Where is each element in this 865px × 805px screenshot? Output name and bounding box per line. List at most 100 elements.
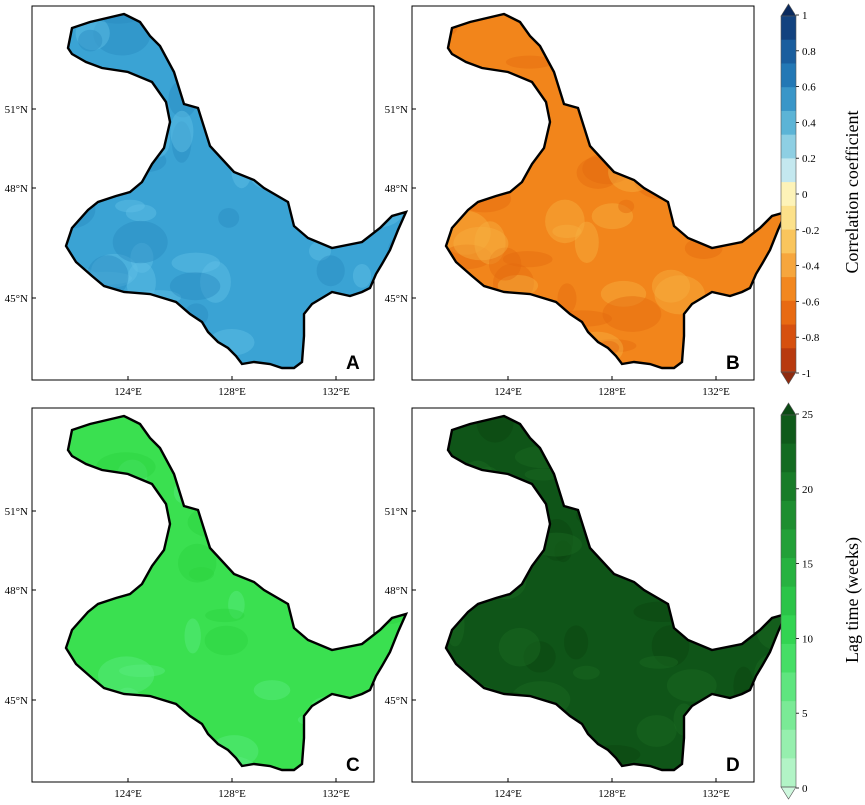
field-patch xyxy=(188,567,214,581)
colorbar-segment xyxy=(781,158,796,183)
map-panel-d: 51°N 48°N 45°N 124°E 128°E 132°E D xyxy=(385,407,788,800)
field-patch xyxy=(474,221,506,265)
lon-tick-label: 128°E xyxy=(218,386,246,398)
colorbar-segment xyxy=(781,586,796,616)
colorbar-tick-label: 0 xyxy=(802,189,808,201)
field-patch xyxy=(498,627,541,667)
map-panel-b: 51°N 48°N 45°N 124°E 128°E 132°E B xyxy=(385,5,788,398)
colorbar-tick-label: 20 xyxy=(802,484,814,496)
colorbar-segment xyxy=(781,529,796,559)
colorbar-tick-label: -0.6 xyxy=(802,296,820,308)
colorbar-segment xyxy=(781,182,796,207)
lon-axis: 124°E 128°E 132°E xyxy=(114,376,350,398)
lon-tick-label: 132°E xyxy=(702,386,730,398)
colorbar-segment xyxy=(781,16,796,41)
colorbar-segment xyxy=(781,39,796,64)
field-patch xyxy=(523,641,556,673)
colorbar-tick-label: 1 xyxy=(802,10,808,22)
colorbar-tick-label: 0.8 xyxy=(802,46,816,58)
map-panel-c: 51°N 48°N 45°N 124°E 128°E 132°E C xyxy=(5,407,408,800)
colorbar-segment xyxy=(781,110,796,136)
colorbar-tick-label: -0.2 xyxy=(802,225,819,237)
colorbar-tick-label: -0.4 xyxy=(802,261,820,273)
lat-tick-label: 45°N xyxy=(385,695,408,707)
field-patch xyxy=(651,625,690,667)
field-patch xyxy=(178,543,217,583)
colorbar-segments xyxy=(780,402,797,800)
colorbar-outline xyxy=(780,414,797,788)
colorbar-tick-label: 0.4 xyxy=(802,117,816,129)
field-patch xyxy=(564,625,589,660)
field-patch xyxy=(171,252,220,274)
lat-tick-label: 48°N xyxy=(385,183,408,195)
colorbar-segment xyxy=(781,253,796,278)
lon-tick-label: 124°E xyxy=(114,386,142,398)
field-patch xyxy=(666,669,717,702)
panel-letter-a: A xyxy=(346,353,360,374)
colorbar-segment xyxy=(781,472,796,502)
colorbar-segment xyxy=(781,729,796,759)
lon-tick-label: 132°E xyxy=(702,788,730,800)
colorbar-title: Lag time (weeks) xyxy=(842,537,863,663)
field-patch xyxy=(200,261,231,303)
field-patch xyxy=(476,416,514,443)
colorbar-tick-label: 10 xyxy=(802,633,814,645)
lat-tick-label: 48°N xyxy=(385,585,408,597)
lon-axis: 124°E 128°E 132°E xyxy=(494,778,730,800)
field-patch xyxy=(171,121,192,163)
colorbar-segment xyxy=(781,500,796,530)
colorbar-segment xyxy=(781,63,796,88)
lat-axis: 51°N 48°N 45°N xyxy=(385,104,416,305)
colorbar-segment xyxy=(781,348,796,373)
field-patch xyxy=(502,251,553,268)
lon-tick-label: 132°E xyxy=(322,386,350,398)
panel-letter-b: B xyxy=(726,353,740,374)
colorbar-tick-label: -1 xyxy=(802,368,811,380)
colorbar-top-arrow xyxy=(780,402,797,416)
colorbar-bottom-arrow xyxy=(780,371,797,385)
colorbar-segment xyxy=(781,134,796,159)
field-patch xyxy=(118,664,166,678)
lon-tick-label: 132°E xyxy=(322,788,350,800)
colorbar-segment xyxy=(781,701,796,731)
field-patch xyxy=(93,14,151,56)
field-patch xyxy=(505,55,553,69)
field-patch xyxy=(130,242,154,273)
field-patch xyxy=(573,665,600,680)
lat-tick-label: 45°N xyxy=(385,293,408,305)
colorbar-title: Correlation coefficient xyxy=(842,110,862,273)
lat-tick-label: 48°N xyxy=(5,585,28,597)
colorbar-segment xyxy=(781,643,796,673)
field-patch xyxy=(552,224,582,238)
field-patch xyxy=(488,247,522,281)
colorbar-segments xyxy=(780,3,797,385)
field-patch xyxy=(184,618,201,654)
lat-axis: 51°N 48°N 45°N xyxy=(5,104,36,305)
field-patch xyxy=(352,264,372,288)
panel-letter-c: C xyxy=(346,755,360,776)
lon-tick-label: 124°E xyxy=(494,386,522,398)
colorbar-tick-label: 0.6 xyxy=(802,82,816,94)
field-patch xyxy=(316,255,345,287)
field-patch xyxy=(204,625,248,656)
lat-tick-label: 51°N xyxy=(385,506,408,518)
colorbar-segment xyxy=(781,324,796,349)
colorbar-lag-time: 25 20 15 10 5 0 Lag time (weeks) xyxy=(780,402,863,800)
lat-axis: 51°N 48°N 45°N xyxy=(5,506,36,707)
lon-tick-label: 128°E xyxy=(598,788,626,800)
field-patch xyxy=(115,199,145,213)
field-patch xyxy=(554,540,572,563)
field-patch xyxy=(545,199,585,244)
field-patch xyxy=(170,110,194,153)
colorbar-ticks: 1 0.8 0.6 0.4 0.2 0 -0.2 -0.4 -0.6 -0.8 -1 xyxy=(796,10,820,380)
field-patch xyxy=(253,680,291,701)
colorbar-tick-label: 0.2 xyxy=(802,153,816,165)
lon-axis: 124°E 128°E 132°E xyxy=(114,778,350,800)
field-patch xyxy=(112,220,168,264)
colorbar-segment xyxy=(781,615,796,645)
colorbar-segment xyxy=(781,415,796,445)
lat-tick-label: 51°N xyxy=(5,104,28,116)
field-patch xyxy=(218,208,240,228)
colorbar-ticks: 25 20 15 10 5 0 xyxy=(796,409,814,795)
